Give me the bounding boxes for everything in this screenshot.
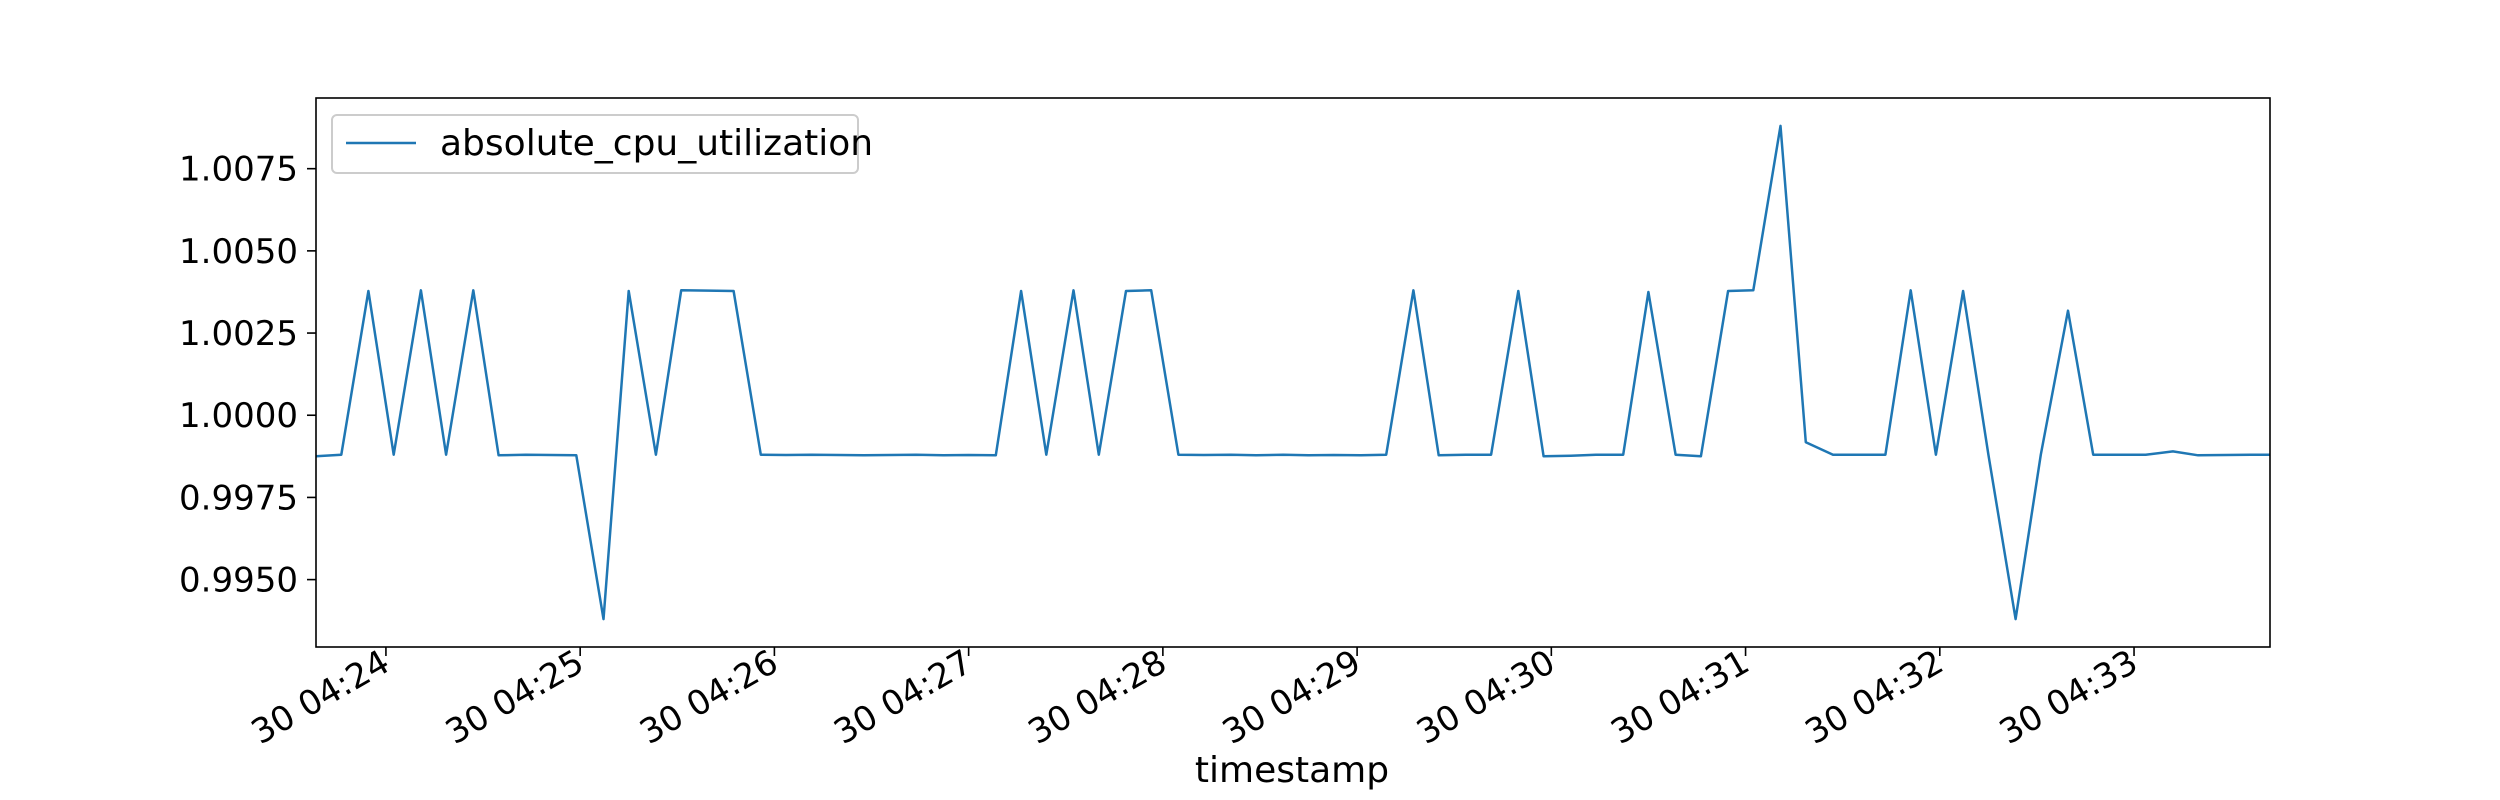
x-axis-title: timestamp — [1195, 750, 1389, 791]
x-tick-label: 30 04:32 — [1799, 642, 1951, 753]
x-tick-label: 30 04:28 — [1022, 642, 1174, 753]
series-line-absolute-cpu-utilization — [315, 124, 2270, 621]
x-tick-label: 30 04:33 — [1993, 642, 2145, 753]
legend: absolute_cpu_utilization — [331, 114, 873, 174]
x-tick-label: 30 04:25 — [439, 642, 591, 753]
x-axis: 30 04:24 30 04:25 30 04:26 30 04:27 30 04:28… — [245, 642, 2145, 753]
legend-box — [331, 114, 859, 174]
y-tick-label: 1.0000 — [179, 396, 298, 436]
y-tick-label: 0.9975 — [179, 478, 298, 518]
x-tick-label: 30 04:27 — [827, 642, 979, 753]
x-tick-label: 30 04:24 — [245, 642, 397, 753]
legend-label: absolute_cpu_utilization — [440, 123, 873, 164]
y-axis: 0.9950 0.9975 1.0000 1.0025 1.0050 1.0075 — [179, 150, 316, 601]
x-tick-label: 30 04:31 — [1604, 642, 1756, 753]
plot-frame — [315, 97, 2271, 648]
x-tick-label: 30 04:30 — [1410, 642, 1562, 753]
y-tick-label: 1.0050 — [179, 232, 298, 272]
plot-area — [315, 97, 2271, 648]
x-tick-label: 30 04:26 — [633, 642, 785, 753]
y-tick-label: 0.9950 — [179, 561, 298, 601]
x-tick-label: 30 04:29 — [1216, 642, 1368, 753]
y-tick-label: 1.0025 — [179, 314, 298, 354]
y-tick-label: 1.0075 — [179, 150, 298, 190]
